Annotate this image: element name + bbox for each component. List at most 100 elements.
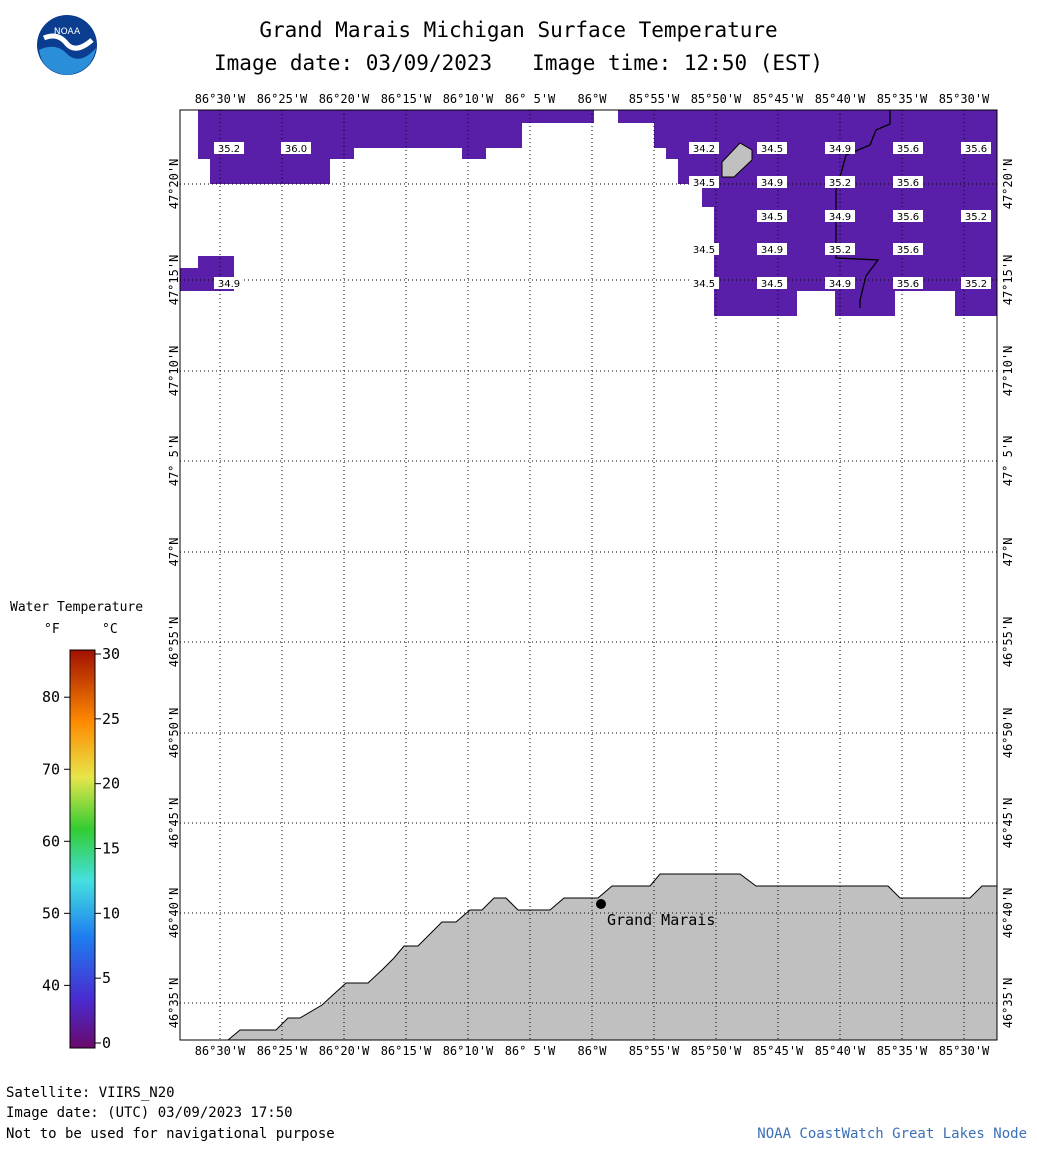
image-date: Image date: 03/09/2023 [214, 51, 493, 75]
lon-label: 85°35'W [877, 1044, 928, 1058]
temp-label: 34.5 [689, 277, 719, 290]
lon-label: 85°40'W [815, 1044, 866, 1058]
lon-label: 86°20'W [319, 1044, 370, 1058]
axis-labels: 86°30'W 86°30'W 86°25'W 86°25'W 86°20'W 86°20… [167, 92, 1015, 1058]
lon-label: 85°30'W [939, 1044, 990, 1058]
place-label: Grand Marais [607, 911, 715, 929]
lat-label: 46°50'N [1001, 708, 1015, 759]
legend-tick-c: 0 [102, 1034, 111, 1052]
temp-label: 35.6 [893, 210, 923, 223]
lat-label: 47°20'N [167, 159, 181, 210]
lat-label: 47°10'N [1001, 346, 1015, 397]
temp-label: 35.6 [893, 277, 923, 290]
temp-label: 34.5 [689, 176, 719, 189]
temp-label: 34.9 [825, 277, 855, 290]
temp-label: 34.5 [757, 142, 787, 155]
footer-utc-date: Image date: (UTC) 03/09/2023 17:50 [6, 1105, 293, 1121]
temp-label: 35.2 [825, 243, 855, 256]
lon-label: 86° 5'W [505, 1044, 556, 1058]
legend-tick-f: 80 [42, 688, 60, 706]
svg-text:34.5: 34.5 [761, 279, 783, 290]
lat-label: 46°35'N [1001, 978, 1015, 1029]
map-title: Grand Marais Michigan Surface Temperatur… [259, 18, 778, 42]
lat-label: 46°55'N [1001, 617, 1015, 668]
lon-label: 86°10'W [443, 1044, 494, 1058]
legend-unit-f: °F [44, 622, 60, 637]
svg-text:35.6: 35.6 [897, 245, 919, 256]
lat-label: 46°45'N [1001, 798, 1015, 849]
svg-text:35.2: 35.2 [829, 245, 851, 256]
svg-text:34.5: 34.5 [761, 212, 783, 223]
lat-label: 47°10'N [167, 346, 181, 397]
lon-label: 85°50'W [691, 1044, 742, 1058]
lat-label: 46°50'N [167, 708, 181, 759]
temp-label: 34.9 [757, 243, 787, 256]
lat-label: 47°N [1001, 538, 1015, 567]
lat-label: 46°35'N [167, 978, 181, 1029]
lon-label: 85°35'W [877, 92, 928, 106]
temp-label: 35.6 [961, 142, 991, 155]
lat-label: 46°40'N [167, 888, 181, 939]
svg-text:34.5: 34.5 [693, 245, 715, 256]
svg-text:34.5: 34.5 [761, 144, 783, 155]
temp-label: 34.5 [757, 210, 787, 223]
svg-text:35.6: 35.6 [897, 279, 919, 290]
svg-text:34.9: 34.9 [218, 279, 240, 290]
water-temperature-area [180, 110, 997, 316]
map-grid [180, 110, 997, 1040]
temp-label: 35.6 [893, 176, 923, 189]
footer-disclaimer: Not to be used for navigational purpose [6, 1126, 335, 1142]
lat-label: 47°15'N [167, 255, 181, 306]
temp-label: 34.5 [689, 243, 719, 256]
color-bar [69, 649, 96, 1049]
legend-tick-c: 10 [102, 904, 120, 922]
temp-label: 34.2 [689, 142, 719, 155]
legend-tick-c: 20 [102, 775, 120, 793]
lon-label: 86°20'W [319, 92, 370, 106]
lon-label: 85°50'W [691, 92, 742, 106]
legend-tick-c: 30 [102, 645, 120, 663]
svg-text:34.2: 34.2 [693, 144, 715, 155]
svg-text:34.9: 34.9 [829, 144, 851, 155]
lon-label: 85°45'W [753, 1044, 804, 1058]
temp-label: 35.2 [961, 277, 991, 290]
legend-tick-c: 15 [102, 840, 120, 858]
lat-label: 47° 5'N [1001, 436, 1015, 487]
svg-text:34.5: 34.5 [693, 178, 715, 189]
temp-label: 36.0 [281, 142, 311, 155]
legend-unit-c: °C [102, 622, 118, 637]
svg-text:35.6: 35.6 [897, 212, 919, 223]
lat-label: 47°N [167, 538, 181, 567]
noaa-logo-icon: NOAA [37, 15, 97, 75]
footer-satellite: Satellite: VIIRS_N20 [6, 1085, 175, 1101]
lat-label: 47°15'N [1001, 255, 1015, 306]
temp-label: 35.2 [214, 142, 244, 155]
footer-credit: NOAA CoastWatch Great Lakes Node [757, 1126, 1027, 1142]
map-frame [179, 109, 998, 1041]
lon-label: 86° 5'W [505, 92, 556, 106]
lon-label: 85°40'W [815, 92, 866, 106]
lat-label: 46°45'N [167, 798, 181, 849]
temp-label: 35.6 [893, 142, 923, 155]
legend-tick-f: 60 [42, 832, 60, 850]
lon-label: 86°15'W [381, 1044, 432, 1058]
legend-tick-f: 40 [42, 976, 60, 994]
svg-text:36.0: 36.0 [285, 144, 307, 155]
temp-label: 34.9 [214, 277, 244, 290]
legend-tick-c: 25 [102, 710, 120, 728]
lon-label: 86°30'W [195, 92, 246, 106]
lon-label: 86°10'W [443, 92, 494, 106]
svg-text:35.6: 35.6 [965, 144, 987, 155]
svg-text:35.6: 35.6 [897, 178, 919, 189]
grand-marais-marker [596, 899, 606, 909]
lon-label: 85°55'W [629, 1044, 680, 1058]
lat-label: 47°20'N [1001, 159, 1015, 210]
svg-text:34.9: 34.9 [761, 178, 783, 189]
lon-label: 85°30'W [939, 92, 990, 106]
temp-label: 34.5 [757, 277, 787, 290]
svg-text:35.2: 35.2 [829, 178, 851, 189]
lat-label: 46°55'N [167, 617, 181, 668]
lon-label: 85°45'W [753, 92, 804, 106]
svg-text:34.9: 34.9 [761, 245, 783, 256]
